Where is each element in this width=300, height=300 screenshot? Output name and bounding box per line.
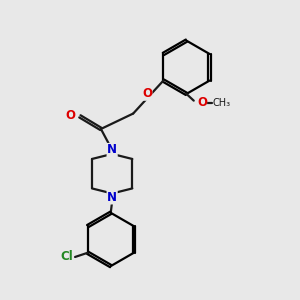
Text: O: O (66, 109, 76, 122)
Text: O: O (142, 87, 152, 100)
Text: N: N (107, 191, 117, 204)
Text: N: N (107, 143, 117, 157)
Text: Cl: Cl (60, 250, 73, 263)
Text: CH₃: CH₃ (212, 98, 231, 108)
Text: O: O (197, 96, 207, 110)
